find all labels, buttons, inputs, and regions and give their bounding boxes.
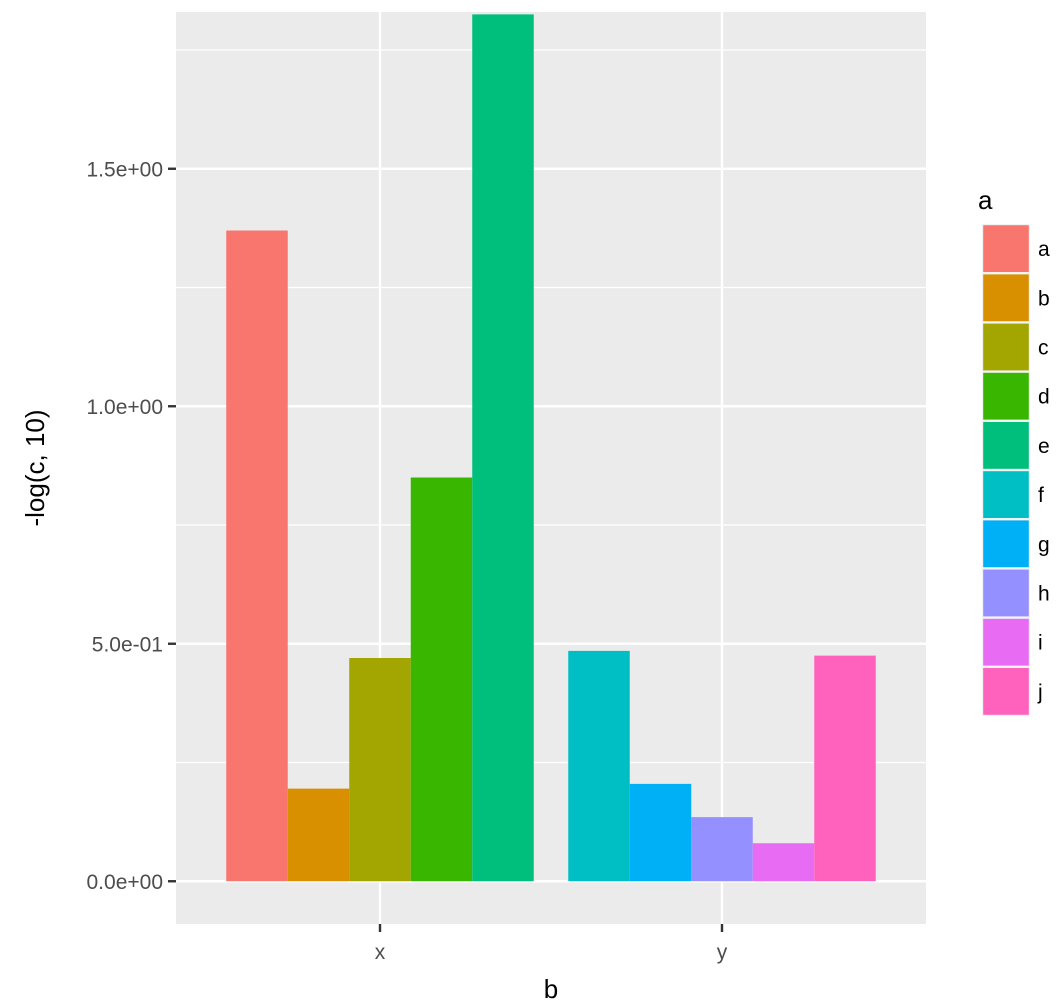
y-axis-title: -log(c, 10) (20, 409, 50, 526)
plot-panel (176, 12, 926, 924)
x-axis-title: b (544, 974, 558, 1004)
legend-label: d (1038, 386, 1050, 409)
y-tick-label: 5.0e-01 (92, 633, 163, 656)
legend-swatch-i (983, 618, 1029, 666)
bar-x-b (287, 788, 350, 882)
legend-label: b (1038, 287, 1050, 310)
bars (226, 14, 876, 882)
y-tick-label: 1.0e+00 (87, 396, 164, 419)
legend-label: c (1038, 337, 1049, 360)
y-tick-label: 1.5e+00 (87, 158, 164, 181)
legend-swatch-f (983, 471, 1029, 518)
bar-x-d (410, 477, 473, 882)
legend-label: j (1037, 681, 1043, 704)
legend-swatch-d (983, 372, 1029, 420)
legend-swatch-e (983, 422, 1029, 469)
x-tick-label: y (717, 941, 728, 964)
bar-x-c (349, 658, 411, 882)
legend: a a b c d e f g h i j (978, 185, 1050, 716)
bar-x-a (226, 230, 288, 882)
legend-swatch-b (983, 274, 1029, 322)
legend-label: f (1038, 484, 1044, 507)
legend-label: h (1038, 583, 1050, 606)
legend-label: g (1038, 533, 1050, 556)
bar-y-j (814, 655, 876, 882)
minor-gridlines (176, 49, 926, 764)
legend-label: a (1038, 238, 1050, 261)
legend-swatch-c (983, 323, 1029, 371)
bar-y-i (752, 843, 815, 882)
bar-y-f (568, 650, 630, 882)
bar-x-e (472, 14, 534, 882)
x-tick-label: x (375, 941, 386, 964)
legend-label: i (1038, 632, 1043, 655)
y-tick-label: 0.0e+00 (87, 871, 164, 894)
legend-swatch-a (983, 225, 1029, 272)
bar-y-h (691, 817, 753, 882)
legend-swatch-g (983, 520, 1029, 568)
bar-y-g (629, 783, 692, 882)
y-axis: 0.0e+00 5.0e-01 1.0e+00 1.5e+00 (87, 158, 176, 894)
legend-title: a (978, 185, 993, 215)
legend-swatch-j (983, 668, 1029, 715)
legend-label: e (1038, 435, 1050, 458)
legend-swatch-h (983, 569, 1029, 617)
